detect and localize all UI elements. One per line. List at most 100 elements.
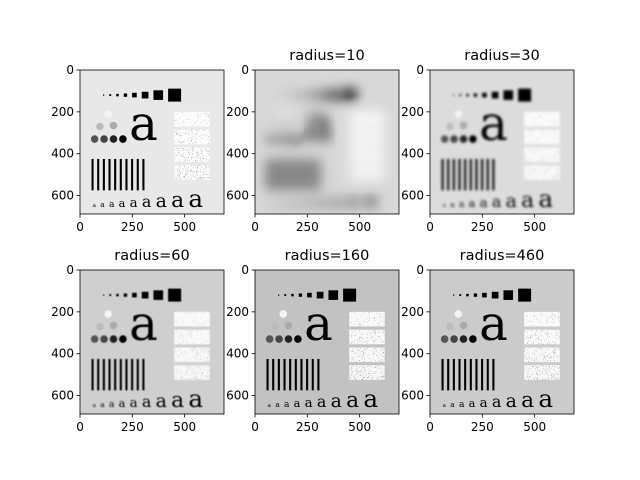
svg-text:a: a — [506, 391, 517, 412]
y-tick-label: 200 — [401, 105, 424, 119]
svg-text:a: a — [100, 200, 105, 209]
svg-text:a: a — [521, 188, 534, 213]
svg-text:a: a — [346, 188, 359, 213]
y-tick-label: 200 — [401, 305, 424, 319]
panel-title: radius=160 — [285, 248, 370, 264]
svg-text:a: a — [188, 384, 203, 413]
y-tick-label: 400 — [401, 347, 424, 361]
y-tick-label: 200 — [51, 305, 74, 319]
svg-text:a: a — [156, 391, 167, 412]
svg-text:a: a — [469, 397, 476, 410]
svg-text:a: a — [119, 197, 126, 210]
y-tick-label: 600 — [226, 189, 249, 203]
y-tick-label: 400 — [226, 147, 249, 161]
x-tick-label: 0 — [76, 420, 84, 434]
x-tick-label: 500 — [348, 220, 371, 234]
x-tick-label: 0 — [251, 420, 259, 434]
x-tick-label: 0 — [251, 220, 259, 234]
panel-title: radius=460 — [460, 248, 545, 264]
axes-frame — [79, 269, 225, 415]
test-pattern-image: aa a a a a a a a a — [255, 70, 399, 214]
svg-text:a: a — [459, 199, 465, 210]
svg-text:a: a — [294, 197, 301, 210]
svg-text:a: a — [492, 192, 502, 211]
svg-text:a: a — [538, 384, 553, 413]
svg-text:a: a — [480, 196, 488, 211]
svg-text:a: a — [294, 397, 301, 410]
svg-text:a: a — [171, 188, 184, 213]
svg-text:a: a — [93, 203, 97, 209]
svg-text:a: a — [443, 203, 447, 209]
y-tick-label: 0 — [66, 263, 74, 277]
svg-text:a: a — [109, 399, 115, 410]
y-tick-label: 200 — [51, 105, 74, 119]
y-tick-label: 600 — [51, 389, 74, 403]
test-pattern-image: aa a a a a a a a a — [80, 270, 224, 414]
panel-title: radius=10 — [289, 48, 364, 64]
svg-text:a: a — [479, 296, 508, 352]
x-tick-label: 0 — [76, 220, 84, 234]
x-tick-label: 500 — [348, 420, 371, 434]
svg-text:a: a — [331, 391, 342, 412]
x-tick-label: 500 — [523, 420, 546, 434]
svg-text:a: a — [479, 96, 508, 152]
svg-text:a: a — [130, 196, 138, 211]
axes-frame — [254, 69, 400, 215]
x-tick-label: 500 — [173, 220, 196, 234]
x-tick-label: 500 — [523, 220, 546, 234]
axes-frame — [429, 69, 575, 215]
x-tick-label: 250 — [121, 420, 144, 434]
y-tick-label: 0 — [416, 63, 424, 77]
svg-text:a: a — [480, 396, 488, 411]
svg-text:a: a — [363, 184, 378, 213]
test-pattern-image: aa a a a a a a a a — [255, 270, 399, 414]
svg-text:a: a — [346, 388, 359, 413]
svg-text:a: a — [171, 388, 184, 413]
svg-text:a: a — [129, 96, 158, 152]
y-tick-label: 600 — [51, 189, 74, 203]
y-tick-label: 0 — [241, 63, 249, 77]
svg-text:a: a — [469, 197, 476, 210]
y-tick-label: 600 — [401, 189, 424, 203]
y-tick-label: 200 — [226, 305, 249, 319]
svg-text:a: a — [521, 388, 534, 413]
svg-text:a: a — [450, 400, 455, 409]
y-tick-label: 400 — [401, 147, 424, 161]
y-tick-label: 400 — [226, 347, 249, 361]
svg-text:a: a — [305, 396, 313, 411]
svg-text:a: a — [268, 403, 272, 409]
svg-text:a: a — [538, 184, 553, 213]
svg-text:a: a — [443, 403, 447, 409]
svg-text:a: a — [331, 191, 342, 212]
svg-text:a: a — [450, 200, 455, 209]
x-tick-label: 500 — [173, 420, 196, 434]
svg-text:a: a — [109, 199, 115, 210]
svg-text:a: a — [492, 392, 502, 411]
svg-text:a: a — [142, 192, 152, 211]
svg-text:a: a — [130, 396, 138, 411]
axes-frame — [79, 69, 225, 215]
svg-text:a: a — [188, 184, 203, 213]
test-pattern-image: aa a a a a a a a a — [430, 270, 574, 414]
y-tick-label: 400 — [51, 147, 74, 161]
svg-text:a: a — [506, 191, 517, 212]
x-tick-label: 0 — [426, 420, 434, 434]
y-tick-label: 600 — [401, 389, 424, 403]
svg-text:a: a — [268, 203, 272, 209]
y-tick-label: 0 — [241, 263, 249, 277]
axes-frame — [254, 269, 400, 415]
y-tick-label: 0 — [66, 63, 74, 77]
y-tick-label: 400 — [51, 347, 74, 361]
x-tick-label: 250 — [296, 220, 319, 234]
svg-text:a: a — [304, 296, 333, 352]
svg-text:a: a — [284, 199, 290, 210]
svg-text:a: a — [119, 397, 126, 410]
x-tick-label: 0 — [426, 220, 434, 234]
svg-text:a: a — [275, 400, 280, 409]
